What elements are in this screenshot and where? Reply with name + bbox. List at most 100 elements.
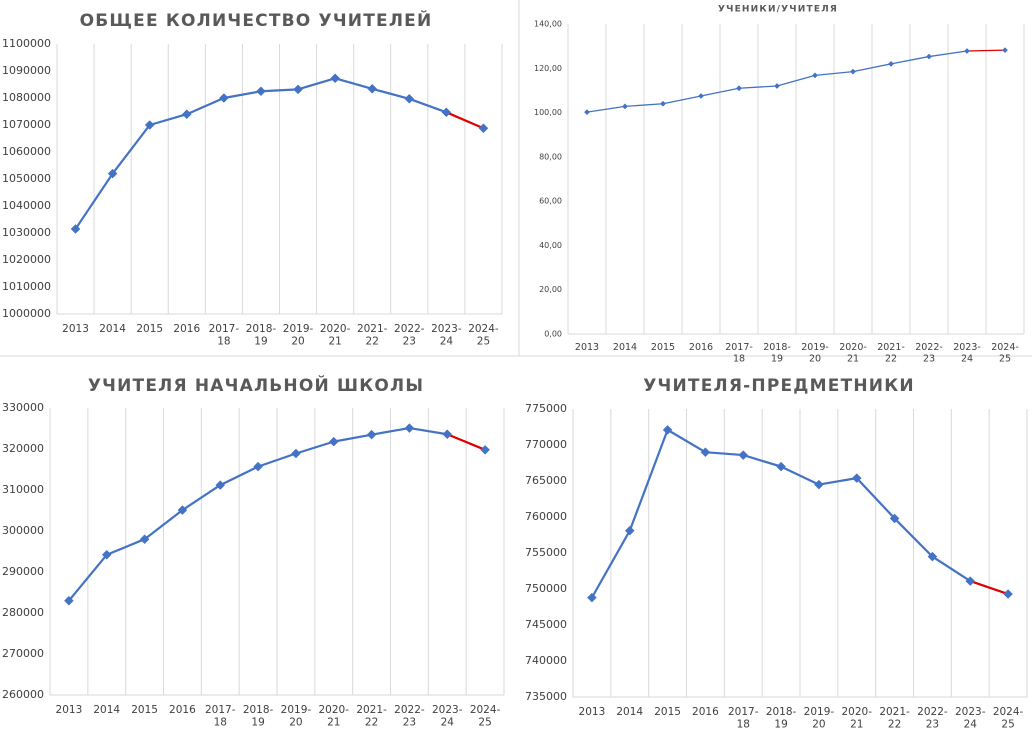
- data-point-marker: [1002, 47, 1008, 54]
- chart-title: УЧЕНИКИ/УЧИТЕЛЯ: [718, 5, 838, 15]
- data-point-marker: [850, 68, 856, 75]
- y-tick-label: 1010000: [2, 280, 51, 293]
- data-point-marker: [215, 480, 226, 490]
- data-point-marker: [441, 107, 452, 118]
- x-tick-label: 2014: [616, 706, 643, 718]
- y-tick-label: 740000: [525, 654, 567, 667]
- x-tick-label: 2019-20: [801, 342, 829, 365]
- x-tick-label: 2019-20: [281, 704, 312, 729]
- data-point-marker: [70, 224, 81, 234]
- data-point-marker: [144, 120, 155, 130]
- y-tick-label: 735000: [525, 690, 567, 703]
- y-tick-label: 1090000: [2, 64, 51, 77]
- data-point-marker: [291, 448, 301, 459]
- y-tick-label: 80,00: [539, 152, 562, 161]
- data-point-marker: [101, 549, 112, 560]
- data-point-marker: [64, 595, 74, 606]
- y-tick-label: 320000: [2, 442, 44, 455]
- y-tick-label: 760000: [525, 510, 567, 523]
- data-point-marker: [107, 168, 118, 179]
- x-tick-label: 2014: [613, 342, 637, 353]
- y-tick-label: 1040000: [2, 199, 51, 212]
- data-point-marker: [622, 103, 628, 110]
- chart-subject-teachers: УЧИТЕЛЯ-ПРЕДМЕТНИКИ 735000 740000 745000 750…: [525, 376, 1028, 731]
- data-point-marker: [181, 109, 192, 120]
- x-tick-label: 2017-18: [209, 323, 240, 348]
- y-tick-label: 270000: [2, 647, 44, 660]
- data-point-marker: [177, 505, 188, 515]
- data-point-marker: [662, 425, 673, 435]
- data-point-marker: [139, 534, 150, 545]
- x-tick-label: 2024-25: [468, 323, 499, 348]
- x-tick-label: 2016: [173, 323, 200, 335]
- x-tick-label: 2020-21: [318, 704, 349, 729]
- y-tick-label: 1050000: [2, 172, 51, 185]
- data-point-marker: [256, 86, 266, 97]
- data-point-marker: [366, 429, 377, 440]
- data-point-marker: [584, 109, 590, 116]
- forecast-segment: [445, 111, 484, 130]
- y-tick-label: 20,00: [539, 285, 562, 294]
- data-point-marker: [736, 85, 742, 92]
- x-tick-label: 2021-22: [879, 706, 910, 731]
- y-tick-label: 0,00: [544, 330, 562, 339]
- y-tick-label: 1070000: [2, 118, 51, 131]
- y-tick-label: 1100000: [2, 37, 51, 50]
- x-tick-label: 2018-19: [763, 342, 791, 365]
- data-point-marker: [888, 60, 894, 67]
- y-tick-label: 280000: [2, 606, 44, 619]
- x-tick-label: 2020-21: [320, 323, 351, 348]
- x-tick-label: 2019-20: [283, 323, 314, 348]
- x-tick-label: 2022-23: [917, 706, 948, 731]
- x-tick-label: 2023-24: [431, 323, 462, 348]
- data-point-marker: [480, 444, 490, 455]
- x-tick-label: 2019-20: [804, 706, 835, 731]
- y-tick-label: 745000: [525, 618, 567, 631]
- data-point-marker: [776, 461, 786, 472]
- x-tick-label: 2024-25: [470, 704, 501, 729]
- data-point-marker: [293, 84, 303, 95]
- y-tick-label: 260000: [2, 688, 44, 701]
- x-tick-label: 2021-22: [357, 323, 388, 348]
- data-point-marker: [812, 72, 818, 79]
- data-point-marker: [478, 123, 489, 134]
- chart-primary-teachers: УЧИТЕЛЯ НАЧАЛЬНОЙ ШКОЛЫ 260000 270000 28000…: [2, 374, 505, 729]
- y-tick-label: 1080000: [2, 91, 51, 104]
- x-tick-label: 2022-23: [394, 323, 425, 348]
- data-point-marker: [587, 592, 597, 603]
- x-tick-label: 2017-18: [205, 704, 236, 729]
- data-point-marker: [253, 461, 263, 472]
- x-tick-label: 2015: [131, 704, 158, 716]
- y-tick-label: 770000: [525, 438, 567, 451]
- y-tick-label: 750000: [525, 582, 567, 595]
- x-tick-label: 2016: [689, 342, 713, 353]
- x-tick-label: 2020-21: [839, 342, 867, 365]
- forecast-segment: [969, 580, 1009, 596]
- data-point-marker: [219, 93, 229, 103]
- x-tick-label: 2022-23: [394, 704, 425, 729]
- y-tick-label: 765000: [525, 474, 567, 487]
- chart-title: УЧИТЕЛЯ НАЧАЛЬНОЙ ШКОЛЫ: [88, 374, 424, 396]
- x-tick-label: 2024-25: [991, 342, 1019, 365]
- x-tick-label: 2023-24: [953, 342, 981, 365]
- data-point-marker: [404, 423, 415, 433]
- data-point-marker: [738, 450, 749, 460]
- data-point-marker: [700, 447, 711, 458]
- data-point-marker: [698, 93, 704, 99]
- data-point-marker: [330, 73, 340, 84]
- x-tick-label: 2014: [99, 323, 126, 335]
- data-point-marker: [1003, 589, 1013, 599]
- data-point-marker: [889, 513, 900, 524]
- x-tick-label: 2017-18: [725, 342, 753, 365]
- data-point-marker: [926, 53, 932, 60]
- y-tick-label: 330000: [2, 401, 44, 414]
- x-tick-label: 2015: [654, 706, 681, 718]
- data-point-marker: [624, 525, 635, 536]
- x-tick-label: 2021-22: [356, 704, 387, 729]
- y-tick-label: 1060000: [2, 145, 51, 158]
- y-tick-label: 40,00: [539, 241, 562, 250]
- chart-students-per-teacher: УЧЕНИКИ/УЧИТЕЛЯ 0,00 20,00 40,00 60,00 80,00 1…: [534, 5, 1025, 365]
- chart-title: УЧИТЕЛЯ-ПРЕДМЕТНИКИ: [643, 376, 915, 396]
- y-tick-label: 120,00: [534, 64, 562, 73]
- x-tick-label: 2018-19: [246, 323, 277, 348]
